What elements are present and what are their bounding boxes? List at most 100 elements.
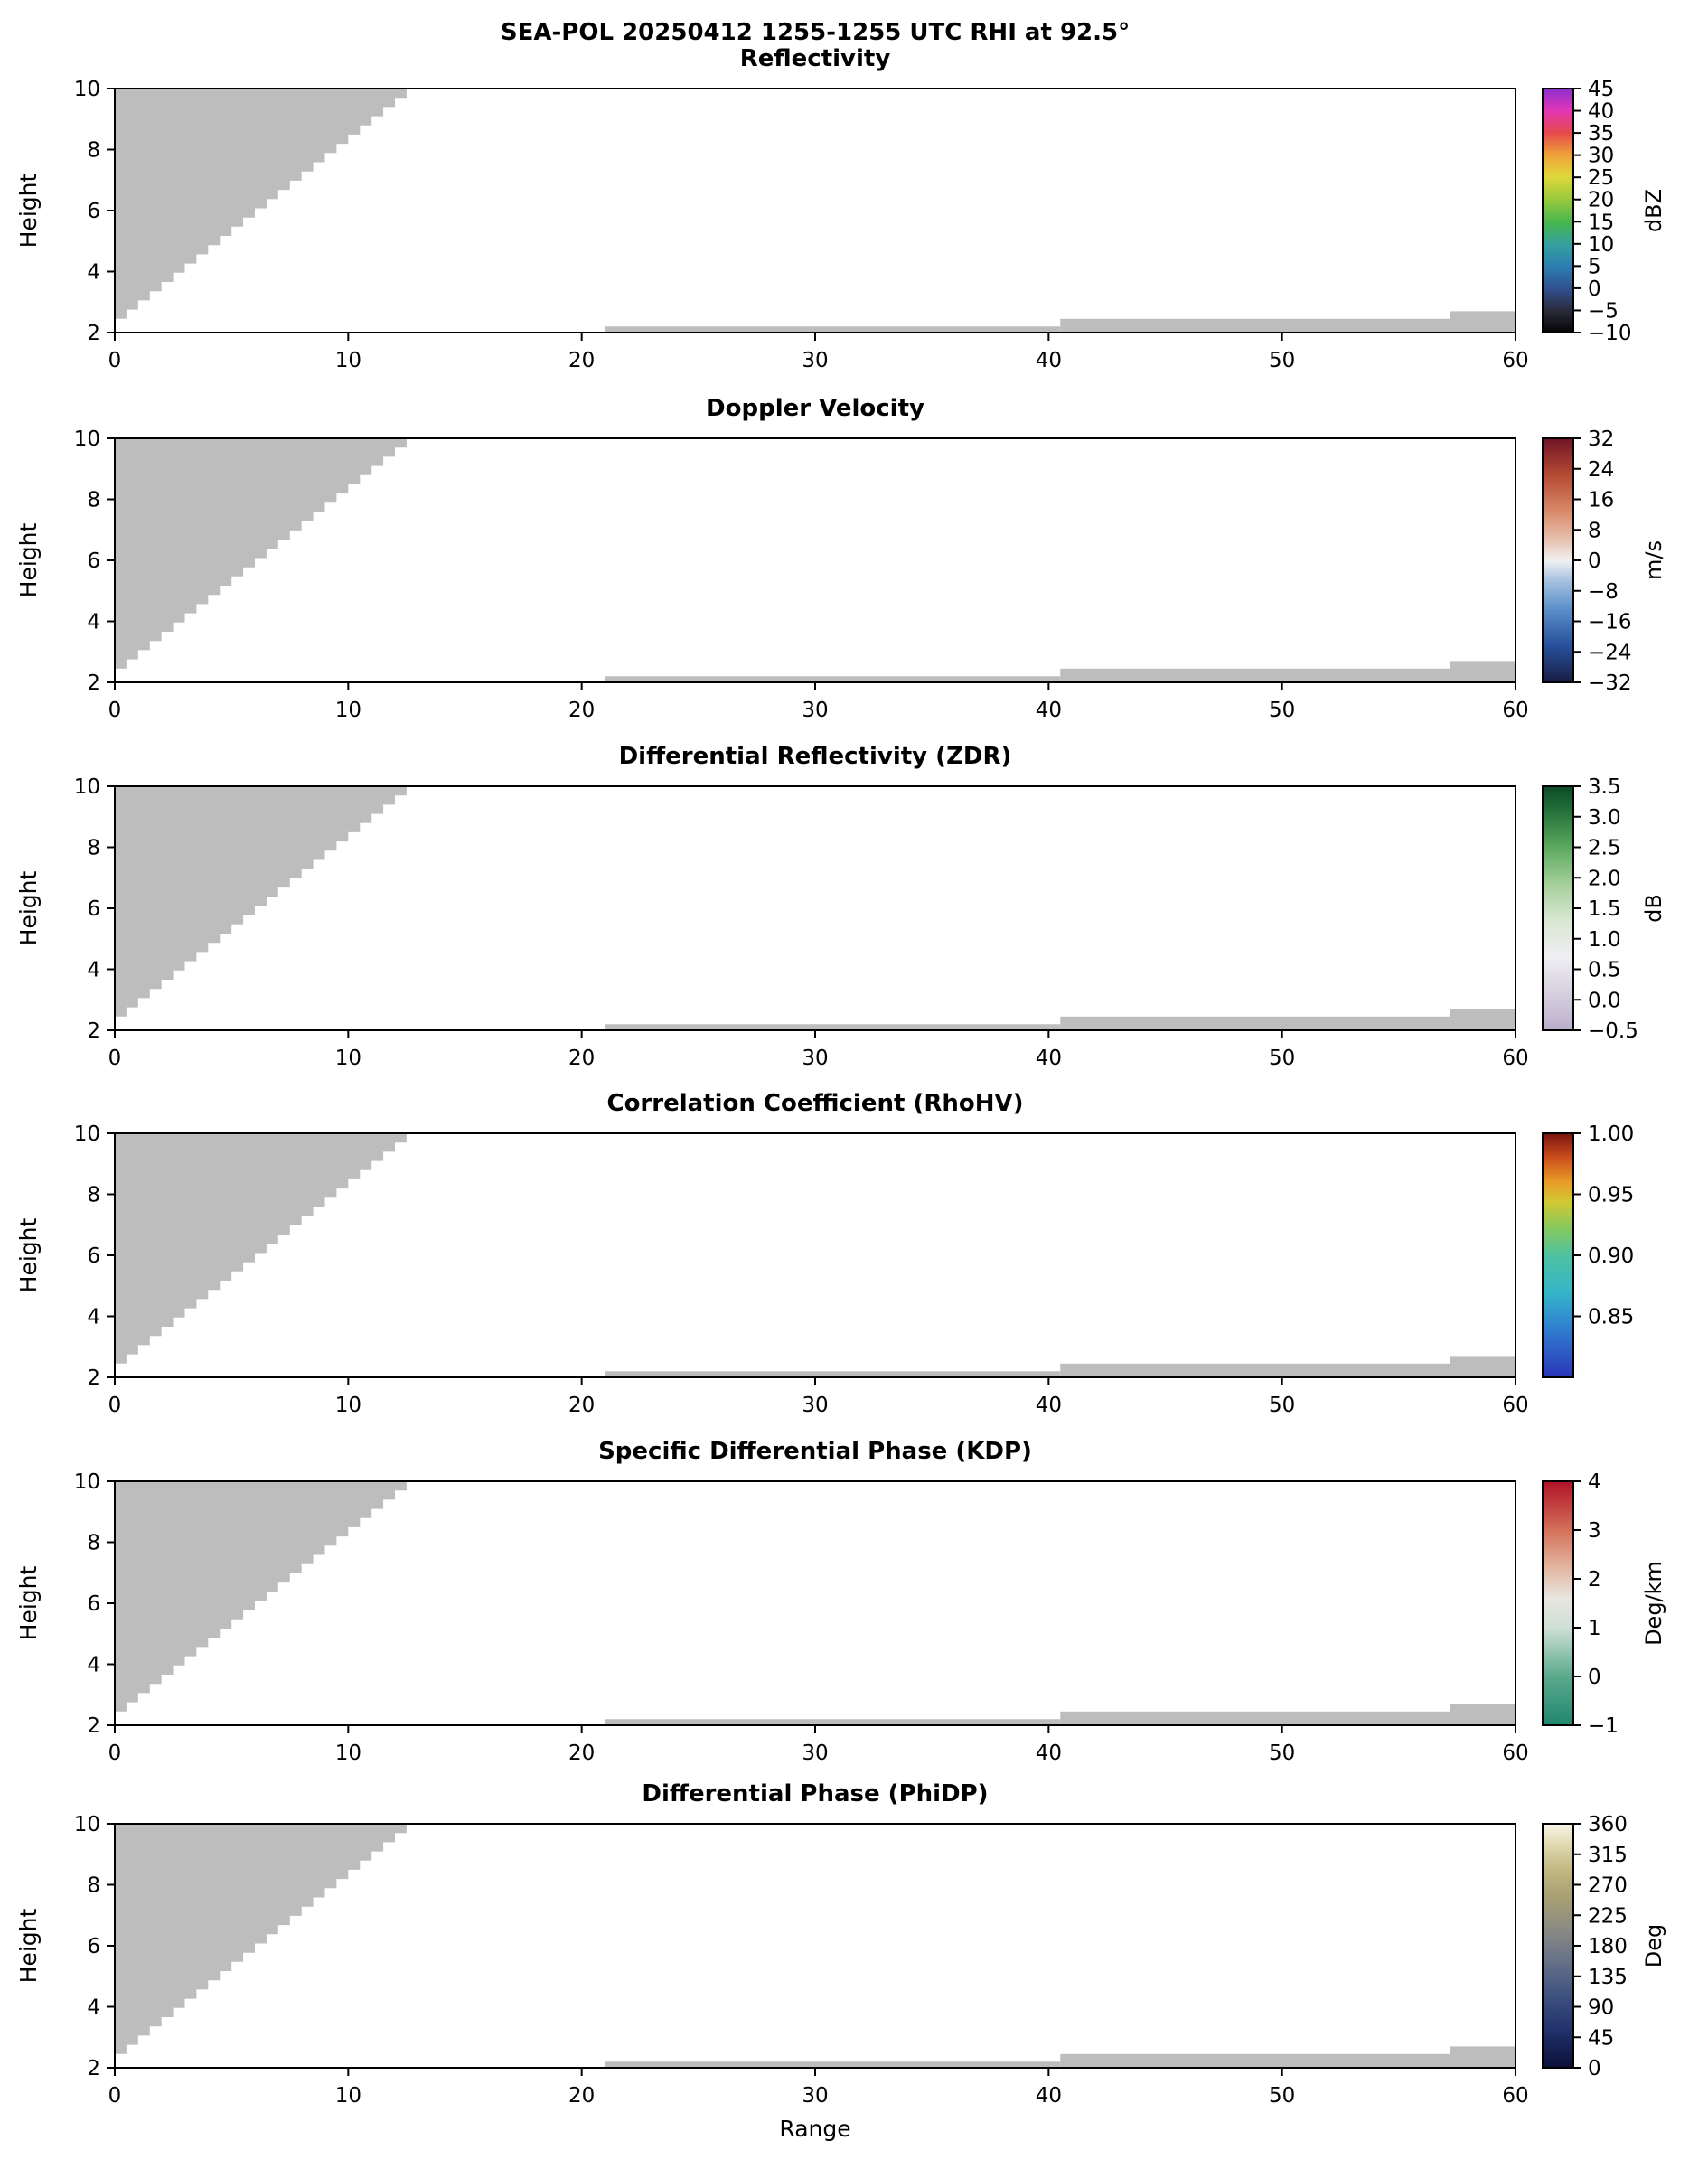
y-tick-label: 10 [74,1813,100,1836]
colorbar-tick-label: 0 [1588,549,1601,573]
y-tick-label: 6 [87,1592,100,1616]
x-tick-label: 0 [108,1742,122,1765]
colorbar-tick-label: −24 [1588,641,1632,664]
masked-bottom-strip [1060,1363,1450,1377]
y-tick-label: 2 [87,671,100,695]
colorbar-tick-label: 2 [1588,1568,1601,1592]
panel-title: Differential Reflectivity (ZDR) [619,743,1012,770]
colorbar-zdr [1542,785,1574,1031]
panel-title: Correlation Coefficient (RhoHV) [606,1090,1023,1117]
x-tick-label: 50 [1269,349,1295,372]
y-tick-label: 4 [87,1996,100,2020]
x-tick-label: 30 [802,1047,828,1070]
y-tick-label: 2 [87,1714,100,1738]
colorbar-tick-label: 4 [1588,1470,1601,1494]
colorbar-tick-label: 3 [1588,1519,1601,1543]
x-tick-label: 50 [1269,1394,1295,1417]
x-tick-label: 20 [568,1742,595,1765]
y-tick-label: 2 [87,322,100,345]
colorbar-tick-label: 0 [1588,1666,1601,1689]
masked-bottom-strip [1450,1356,1516,1377]
x-tick-label: 10 [335,1742,361,1765]
masked-bottom-strip [1060,1016,1450,1030]
colorbar-tick-label: 2.0 [1588,867,1621,890]
panel-title: Doppler Velocity [706,395,924,422]
colorbar-phidp [1542,1823,1574,2069]
x-tick-label: 0 [108,1047,122,1070]
colorbar-tick-label: 30 [1588,145,1614,168]
colorbar-tick-label: −16 [1588,611,1632,634]
masked-bottom-strip [605,676,1061,682]
y-tick-label: 10 [74,775,100,799]
colorbar-tick-label: 0 [1588,277,1601,301]
y-tick-label: 6 [87,200,100,223]
masked-bottom-strip [605,1371,1061,1377]
colorbar-tick-label: 90 [1588,1996,1614,2020]
y-tick-label: 4 [87,261,100,285]
x-tick-label: 50 [1269,1742,1295,1765]
y-tick-label: 6 [87,549,100,573]
x-tick-label: 60 [1502,1047,1528,1070]
y-tick-label: 4 [87,1654,100,1677]
x-tick-label: 30 [802,349,828,372]
y-tick-label: 10 [74,78,100,101]
colorbar-kdp [1542,1480,1574,1726]
panel-title: Specific Differential Phase (KDP) [598,1438,1032,1465]
masked-bottom-strip [605,326,1061,333]
x-tick-label: 20 [568,1047,595,1070]
masked-bottom-strip [1450,1009,1516,1030]
masked-wedge-region [115,89,418,328]
colorbar-tick-label: 1 [1588,1617,1601,1640]
colorbar-tick-label: 40 [1588,100,1614,124]
masked-bottom-strip [1450,661,1516,682]
colorbar-tick-label: −32 [1588,671,1632,695]
colorbar-tick-label: 45 [1588,78,1614,101]
x-tick-label: 30 [802,699,828,722]
x-tick-label: 40 [1036,2084,1062,2108]
masked-bottom-strip [1060,318,1450,333]
masked-bottom-strip [1060,668,1450,682]
x-axis-label: Range [779,2116,850,2142]
colorbar-tick-label: 5 [1588,255,1601,278]
y-tick-label: 6 [87,1244,100,1268]
masked-bottom-strip [605,1024,1061,1030]
colorbar-tick-label: 135 [1588,1966,1628,1989]
x-tick-label: 60 [1502,1394,1528,1417]
colorbar-tick-label: 0 [1588,2057,1601,2080]
x-tick-label: 10 [335,699,361,722]
colorbar-tick-label: −5 [1588,299,1619,323]
y-tick-label: 2 [87,1019,100,1043]
colorbar-unit-label: dB [1641,894,1666,923]
colorbar-tick-label: 225 [1588,1904,1628,1928]
panel-title: Differential Phase (PhiDP) [642,1780,988,1808]
colorbar-tick-label: 1.0 [1588,928,1621,952]
panel-kdp: Specific Differential Phase (KDP)0 10 20 30… [15,1438,1666,1765]
x-tick-label: 40 [1036,1394,1062,1417]
colorbar-tick-label: −8 [1588,580,1619,604]
figure-suptitle: SEA-POL 20250412 1255-1255 UTC RHI at 92… [501,19,1130,46]
colorbar-tick-label: 10 [1588,233,1614,257]
masked-bottom-strip [1060,2053,1450,2068]
colorbar-unit-label: m/s [1641,540,1666,580]
colorbar-tick-label: 25 [1588,166,1614,190]
panel-zdr: Differential Reflectivity (ZDR) 0 10 20 30 40… [15,743,1666,1070]
y-tick-label: 4 [87,611,100,634]
x-tick-label: 50 [1269,1047,1295,1070]
colorbar-rhohv [1542,1132,1574,1378]
y-tick-label: 8 [87,837,100,860]
colorbar-tick-label: 2.5 [1588,837,1621,860]
colorbar-tick-label: 15 [1588,211,1614,234]
colorbar-tick-label: 270 [1588,1874,1628,1898]
x-tick-label: 0 [108,1394,122,1417]
x-tick-label: 40 [1036,1047,1062,1070]
x-tick-label: 50 [1269,2084,1295,2108]
y-tick-label: 6 [87,1935,100,1958]
colorbar-tick-label: −1 [1588,1714,1619,1738]
x-tick-label: 0 [108,699,122,722]
x-tick-label: 20 [568,1394,595,1417]
colorbar-tick-label: 24 [1588,458,1614,482]
y-tick-label: 10 [74,427,100,451]
colorbar-tick-label: 35 [1588,122,1614,146]
masked-bottom-strip [1450,1704,1516,1725]
